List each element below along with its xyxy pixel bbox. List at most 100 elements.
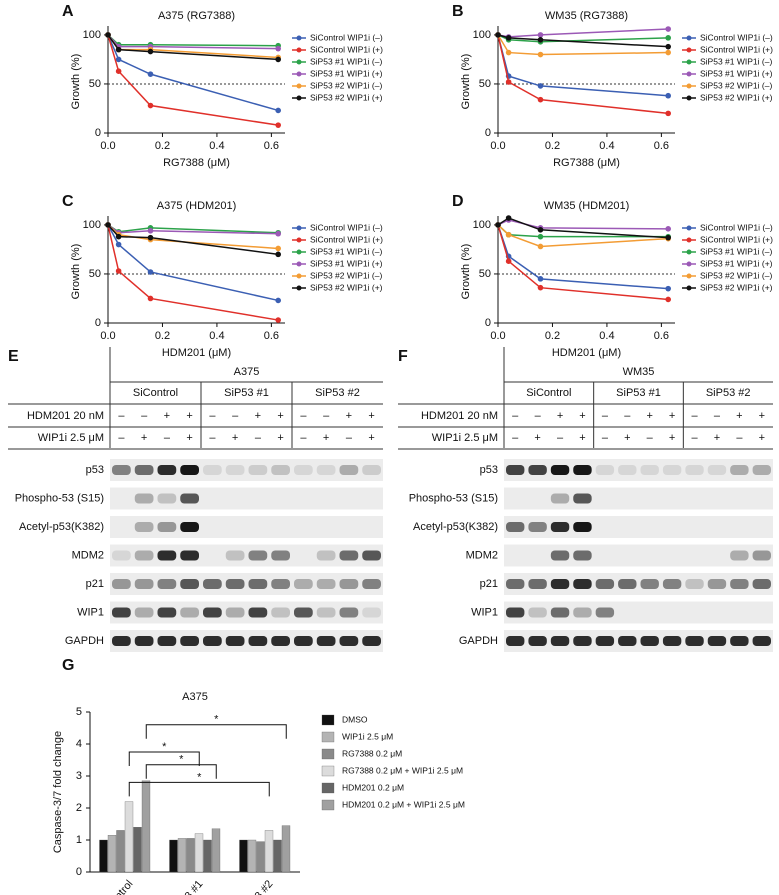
group-label: SiP53 #2 (315, 387, 360, 399)
data-point (105, 222, 111, 228)
treatment-sign: – (624, 410, 631, 422)
legend-marker (686, 95, 692, 101)
y-tick-label: 100 (473, 29, 491, 41)
treatment-sign: + (669, 432, 675, 444)
blot-band (203, 494, 222, 504)
blot-band (595, 579, 615, 589)
treatment-sign: – (535, 410, 542, 422)
legend-swatch (321, 782, 335, 794)
legend-marker (296, 261, 302, 267)
blot-band (339, 607, 359, 618)
legend-label: SiP53 #1 WIP1i (+) (310, 68, 383, 78)
blot-band (362, 550, 381, 561)
blot-band (573, 550, 592, 561)
protein-label: Acetyl-p53(K382) (19, 521, 104, 533)
blot-band (225, 465, 245, 475)
data-point (537, 37, 544, 43)
significance-bracket (145, 724, 287, 739)
y-tick-label: 0 (485, 317, 491, 329)
blot-band (550, 579, 570, 589)
data-point (537, 276, 544, 282)
blot-band (225, 550, 245, 561)
y-tick-label: 0 (95, 317, 101, 329)
blot-band (316, 607, 336, 618)
legend-label: SiP53 #2 WIP1i (–) (310, 270, 382, 280)
chart-title: WM35 (HDM201) (544, 200, 630, 212)
legend-label: SiP53 #1 WIP1i (+) (310, 258, 383, 268)
data-point (275, 297, 281, 304)
treatment-sign: – (323, 410, 330, 422)
y-tick-label: 100 (83, 29, 101, 41)
legend-label: SiP53 #1 WIP1i (–) (700, 56, 772, 66)
series-line (107, 34, 279, 61)
legend-marker (686, 225, 692, 231)
treatment-sign: – (714, 410, 721, 422)
blot-band (528, 494, 546, 504)
blot-band (641, 494, 659, 504)
blot-band (248, 579, 268, 589)
treatment-sign: – (691, 432, 698, 444)
y-tick-label: 0 (485, 127, 491, 139)
blot-band (134, 522, 154, 532)
legend-marker (296, 95, 302, 101)
legend-marker (296, 249, 302, 255)
blot-band (640, 636, 659, 646)
blot-band (271, 465, 290, 475)
blot-band (730, 465, 749, 475)
y-axis-label: Growth (%) (460, 54, 472, 110)
chart-title: A375 (HDM201) (157, 200, 236, 212)
legend-label: SiControl WIP1i (–) (700, 222, 773, 232)
legend-marker (296, 285, 302, 291)
data-point (537, 243, 544, 250)
blot-band (134, 493, 154, 504)
blot-band (641, 608, 659, 618)
x-axis-label: HDM201 (μM) (162, 347, 231, 359)
blot-band (180, 493, 199, 504)
treatment-sign: – (602, 432, 609, 444)
series-line (497, 224, 669, 238)
blot-band (271, 550, 290, 561)
legend-label: SiControl WIP1i (+) (310, 234, 383, 244)
legend-swatch (321, 765, 335, 777)
series-line (107, 224, 279, 256)
x-tick-label: 0.4 (209, 330, 224, 342)
series-line (497, 224, 669, 301)
blot-band (294, 465, 313, 475)
legend-label: SiP53 #2 WIP1i (–) (700, 80, 772, 90)
blot-band (506, 465, 525, 475)
blot-band (528, 579, 547, 589)
series-line (497, 34, 669, 97)
bar (256, 841, 265, 873)
blot-band (685, 608, 703, 618)
legend-label: SiControl WIP1i (–) (310, 222, 383, 232)
legend-label: HDM201 0.2 μM (342, 782, 404, 792)
series-line (107, 34, 279, 112)
y-tick-label: 50 (479, 268, 491, 280)
blot-band (708, 551, 726, 561)
blot-band (180, 522, 199, 532)
x-tick-label: 0.4 (599, 140, 614, 152)
blot-strip (504, 630, 773, 652)
blot-band (362, 636, 381, 646)
blot-band (112, 522, 131, 532)
data-point (275, 56, 281, 63)
x-tick-label: 0.0 (490, 330, 505, 342)
data-point (665, 226, 671, 232)
blot-band (294, 636, 313, 646)
bar (169, 839, 178, 873)
blot-band (708, 608, 726, 618)
blot-band (294, 522, 313, 532)
legend-label: SiControl WIP1i (–) (700, 32, 773, 42)
legend-marker (686, 273, 692, 279)
series-line (497, 34, 669, 115)
blot-band (506, 579, 525, 589)
x-axis-label: HDM201 (μM) (552, 347, 621, 359)
blot-band (707, 465, 727, 475)
series-line (107, 34, 279, 126)
treatment-sign: + (277, 432, 283, 444)
blot-band (248, 465, 268, 475)
treatment-sign: + (759, 432, 765, 444)
data-point (105, 32, 111, 38)
cell-line: WM35 (623, 366, 655, 378)
legend-label: SiP53 #2 WIP1i (–) (310, 80, 382, 90)
